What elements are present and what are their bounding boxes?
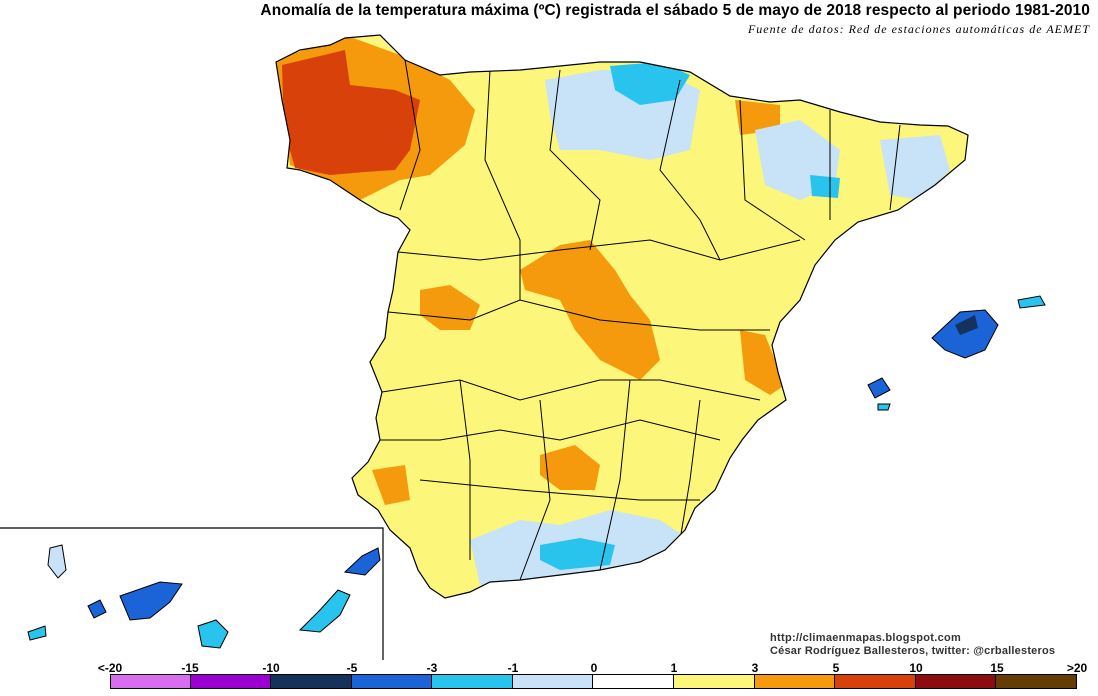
- island-mallorca: [931, 309, 999, 359]
- legend-tick-label: >20: [1066, 661, 1088, 675]
- legend-tick-label: -3: [426, 661, 438, 675]
- legend-tick-label: 3: [751, 661, 759, 675]
- balearic-islands: [867, 295, 1046, 411]
- island-ibiza: [867, 377, 891, 399]
- province-borders: [380, 59, 901, 581]
- island-lanzarote: [343, 547, 381, 576]
- island-menorca: [1017, 295, 1046, 309]
- warm-zone-andalucia: [540, 445, 600, 490]
- warm-zone-huelva: [372, 465, 410, 505]
- island-mallorca-core: [955, 315, 978, 335]
- legend-swatch: [996, 674, 1077, 689]
- map-title: Anomalía de la temperatura máxima (ºC) r…: [260, 2, 1090, 19]
- legend-swatch: [190, 674, 272, 689]
- legend-tick-label: 1: [670, 661, 678, 675]
- legend-swatch: [110, 674, 191, 689]
- island-la-palma: [47, 544, 67, 579]
- legend-tick-label: 10: [909, 661, 923, 675]
- legend-tick-label: 15: [990, 661, 1004, 675]
- legend-swatch: [915, 674, 997, 689]
- hot-zone-galicia: [282, 50, 420, 175]
- island-el-hierro: [27, 625, 47, 641]
- credit-blog-url[interactable]: http://climaenmapas.blogspot.com: [770, 632, 962, 644]
- cold-zone-ebro: [810, 175, 840, 198]
- legend-swatch: [593, 674, 675, 689]
- legend-tick-label: -1: [507, 661, 519, 675]
- color-legend: <-20 -15 -10 -5 -3 -1 0 1 3 5 10 15 >20: [0, 660, 1098, 696]
- island-fuerteventura: [298, 589, 351, 633]
- cold-zone-south-coast: [540, 538, 615, 570]
- legend-tick-label: -5: [346, 661, 358, 675]
- legend-swatch: [674, 674, 755, 689]
- temperature-anomaly-map: [0, 34, 1046, 660]
- cold-zone-basque: [610, 62, 690, 105]
- warm-zone-valencia: [740, 330, 785, 395]
- data-source-note: Fuente de datos: Red de estaciones autom…: [747, 22, 1090, 36]
- legend-tick-label: 0: [590, 661, 598, 675]
- legend-tick-label: 5: [832, 661, 840, 675]
- island-tenerife: [119, 581, 183, 621]
- warm-zone-ebro: [735, 100, 780, 135]
- legend-swatch: [271, 674, 352, 689]
- warm-zone-extremadura: [420, 285, 480, 330]
- iberia-coastline: [275, 34, 969, 599]
- legend-tick-label: -10: [262, 661, 280, 675]
- legend-tick-label: <-20: [97, 661, 123, 675]
- legend-swatch: [512, 674, 594, 689]
- credit-author: César Rodríguez Ballesteros, twitter: @c…: [770, 645, 1056, 657]
- canary-islands-inset: [0, 527, 384, 660]
- legend-swatch: [835, 674, 916, 689]
- legend-tick-label: -15: [181, 661, 199, 675]
- inset-frame: [0, 527, 384, 660]
- island-la-gomera: [87, 599, 107, 619]
- cool-zone-catalonia: [880, 135, 950, 200]
- legend-swatch: [351, 674, 433, 689]
- legend-swatch: [754, 674, 836, 689]
- warm-zone-central: [520, 240, 660, 380]
- island-gran-canaria: [197, 619, 229, 649]
- legend-swatch: [432, 674, 513, 689]
- island-formentera: [877, 403, 891, 411]
